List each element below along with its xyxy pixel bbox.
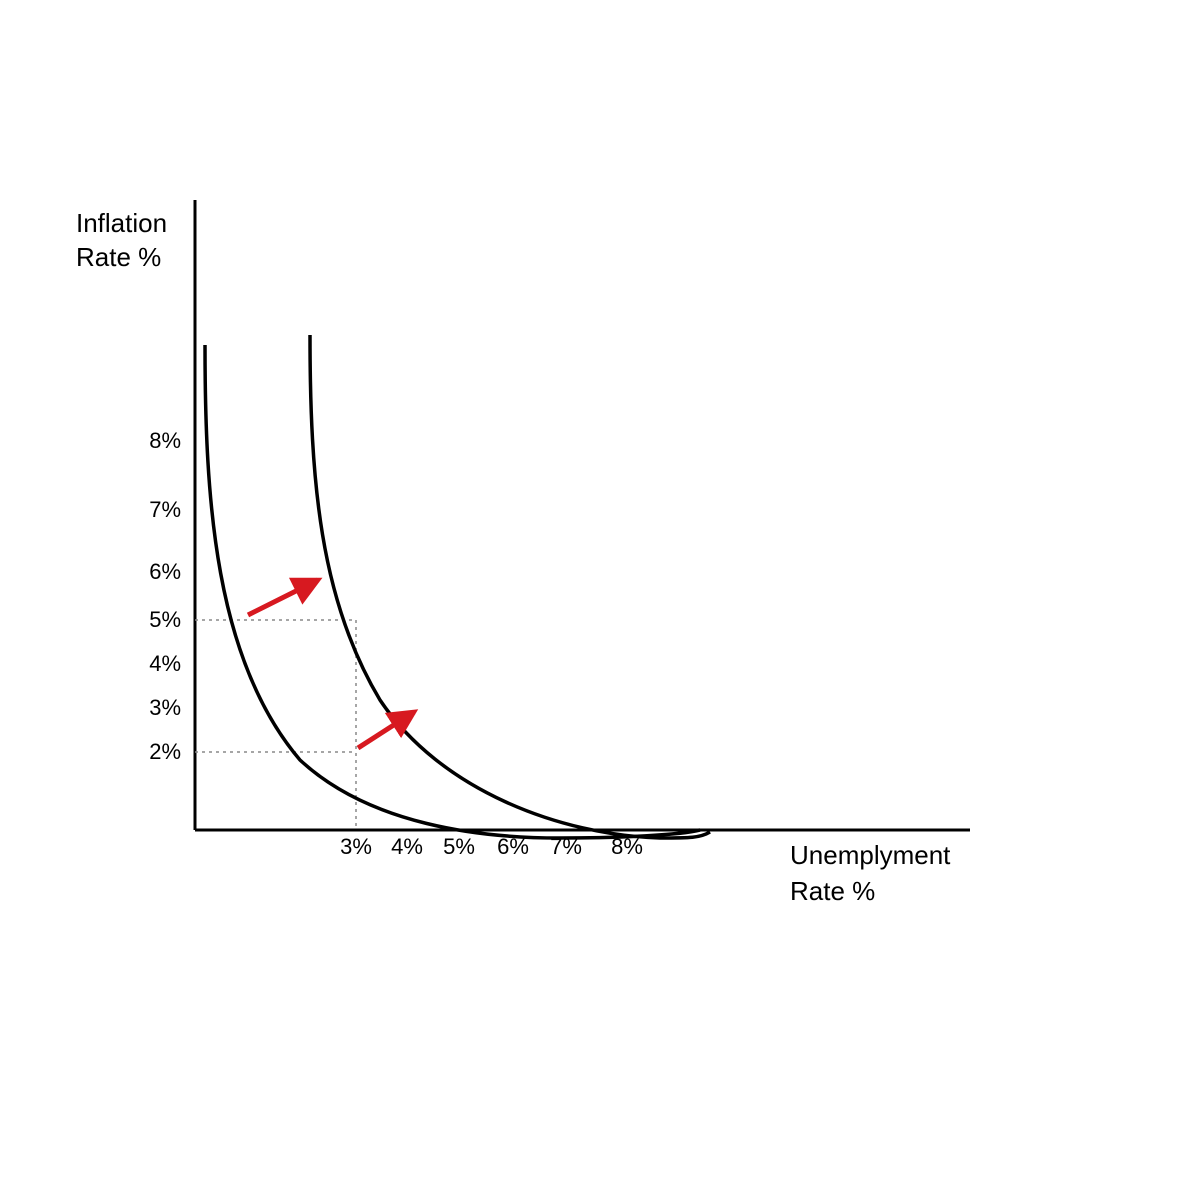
phillips-curve-2 (310, 335, 710, 838)
y-tick-label: 7% (149, 497, 181, 522)
y-axis-label-line1: Inflation (76, 208, 167, 238)
x-axis-label-line2: Rate % (790, 876, 875, 906)
y-tick-label: 4% (149, 651, 181, 676)
y-axis-label-line2: Rate % (76, 242, 161, 272)
y-tick-label: 3% (149, 695, 181, 720)
x-tick-label: 8% (611, 834, 643, 859)
phillips-curve-1 (205, 345, 700, 838)
y-tick-label: 6% (149, 559, 181, 584)
shift-arrow (248, 580, 318, 615)
y-tick-label: 2% (149, 739, 181, 764)
y-tick-label: 8% (149, 428, 181, 453)
x-axis-label-line1: Unemplyment (790, 840, 951, 870)
x-tick-label: 6% (497, 834, 529, 859)
x-tick-label: 3% (340, 834, 372, 859)
x-tick-label: 5% (443, 834, 475, 859)
y-tick-labels: 2% 3% 4% 5% 6% 7% 8% (149, 428, 181, 764)
x-tick-label: 4% (391, 834, 423, 859)
curves-group (205, 335, 710, 838)
y-tick-label: 5% (149, 607, 181, 632)
x-tick-label: 7% (550, 834, 582, 859)
phillips-curve-chart: 2% 3% 4% 5% 6% 7% 8% 3% 4% 5% 6% 7% 8% Inflation Ra… (0, 0, 1200, 1200)
